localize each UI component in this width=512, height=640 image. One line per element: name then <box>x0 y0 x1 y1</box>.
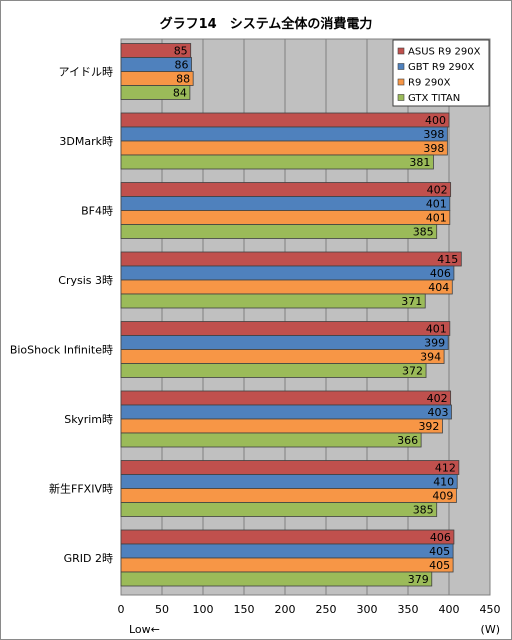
bar <box>120 390 452 406</box>
x-tick-label: 450 <box>480 603 501 616</box>
bar <box>120 335 449 350</box>
legend-label: GBT R9 290X <box>408 62 474 73</box>
bar-value-label: 85 <box>174 45 188 58</box>
bar <box>120 363 427 378</box>
bar-value-label: 84 <box>173 87 187 100</box>
legend-label: ASUS R9 290X <box>408 47 481 58</box>
category-label: Crysis 3時 <box>58 274 113 287</box>
bar-value-label: 401 <box>426 323 447 336</box>
bar <box>120 154 434 170</box>
bar-value-label: 392 <box>418 420 439 433</box>
chart-title: グラフ14 システム全体の消費電力 <box>160 16 373 32</box>
bar <box>120 140 448 156</box>
bar-value-label: 394 <box>420 351 441 364</box>
bars-group: 8586888440039839838140240140138541540640… <box>120 43 462 587</box>
x-tick-label: 0 <box>118 603 125 616</box>
bar-value-label: 405 <box>429 545 450 558</box>
category-label: GRID 2時 <box>64 552 113 565</box>
category-label: 新生FFXIV時 <box>49 482 113 496</box>
bar <box>120 432 422 448</box>
bar-value-label: 403 <box>427 406 448 419</box>
bar-value-label: 406 <box>430 531 451 544</box>
bar-value-label: 88 <box>176 73 190 86</box>
category-labels: アイドル時 3DMark時 BF4時 Crysis 3時 BioShock Infini… <box>10 66 113 566</box>
legend-swatch <box>397 63 405 70</box>
x-tick-label: 50 <box>155 603 169 616</box>
category-label: 3DMark時 <box>59 135 113 148</box>
bar <box>120 251 462 267</box>
category-label: アイドル時 <box>59 66 113 79</box>
bar-value-label: 398 <box>423 142 444 155</box>
category-label: BF4時 <box>81 205 113 218</box>
legend-swatch <box>397 78 405 86</box>
category-label: BioShock Infinite時 <box>10 344 113 357</box>
bar-value-label: 404 <box>428 281 449 294</box>
x-tick-label: 400 <box>439 603 460 616</box>
x-axis-ticks: 0 50 100 150 200 250 300 350 400 450 <box>118 603 501 616</box>
legend-box <box>392 39 490 107</box>
bar-value-label: 385 <box>413 226 434 239</box>
bar <box>120 182 452 197</box>
category-label: Skyrim時 <box>64 413 113 426</box>
legend-label: R9 290X <box>408 78 451 89</box>
bar <box>120 224 438 239</box>
x-tick-label: 100 <box>193 603 214 616</box>
bar <box>120 543 454 559</box>
x-tick-label: 250 <box>316 603 337 616</box>
x-axis-unit-label: (W) <box>481 623 500 636</box>
bar <box>120 85 191 100</box>
bar-value-label: 371 <box>401 295 422 308</box>
bar <box>120 557 454 573</box>
bar <box>120 279 453 295</box>
bar <box>120 460 460 475</box>
bar <box>120 112 450 128</box>
bar <box>120 210 451 225</box>
bar-value-label: 399 <box>424 337 445 350</box>
x-tick-label: 300 <box>357 603 378 616</box>
bar <box>120 126 448 142</box>
bar <box>120 418 443 434</box>
legend-swatch <box>397 47 405 55</box>
bar-value-label: 366 <box>397 434 418 447</box>
x-tick-label: 200 <box>275 603 296 616</box>
bar-value-label: 86 <box>175 59 189 72</box>
bar-value-label: 412 <box>435 462 456 475</box>
x-tick-label: 150 <box>234 603 255 616</box>
x-axis-low-label: Low← <box>129 623 160 636</box>
bar-value-label: 372 <box>402 365 423 378</box>
bar <box>120 488 457 503</box>
bar <box>120 502 438 517</box>
bar-value-label: 400 <box>425 114 446 127</box>
bar-value-label: 402 <box>427 184 448 197</box>
bar-value-label: 405 <box>429 559 450 572</box>
bar <box>120 529 455 545</box>
legend: ASUS R9 290X GBT R9 290X R9 290X GTX TITAN <box>392 39 490 107</box>
bar-value-label: 410 <box>433 476 454 489</box>
bar <box>120 293 426 309</box>
bar <box>120 349 445 364</box>
legend-swatch <box>397 94 405 101</box>
bar-value-label: 385 <box>413 504 434 517</box>
bar-value-label: 379 <box>408 573 429 586</box>
bar-value-label: 406 <box>430 267 451 280</box>
x-tick-label: 350 <box>398 603 419 616</box>
bar-value-label: 381 <box>409 156 430 169</box>
bar-value-label: 402 <box>427 392 448 405</box>
bar-value-label: 415 <box>437 253 458 266</box>
bar <box>120 404 452 420</box>
bar-value-label: 401 <box>426 198 447 211</box>
bar-value-label: 398 <box>423 128 444 141</box>
bar <box>120 474 458 489</box>
bar <box>120 571 433 587</box>
bar <box>120 265 455 281</box>
legend-label: GTX TITAN <box>408 93 460 104</box>
bar-value-label: 401 <box>426 212 447 225</box>
bar <box>120 321 451 336</box>
bar <box>120 196 451 211</box>
bar-value-label: 409 <box>432 490 453 503</box>
